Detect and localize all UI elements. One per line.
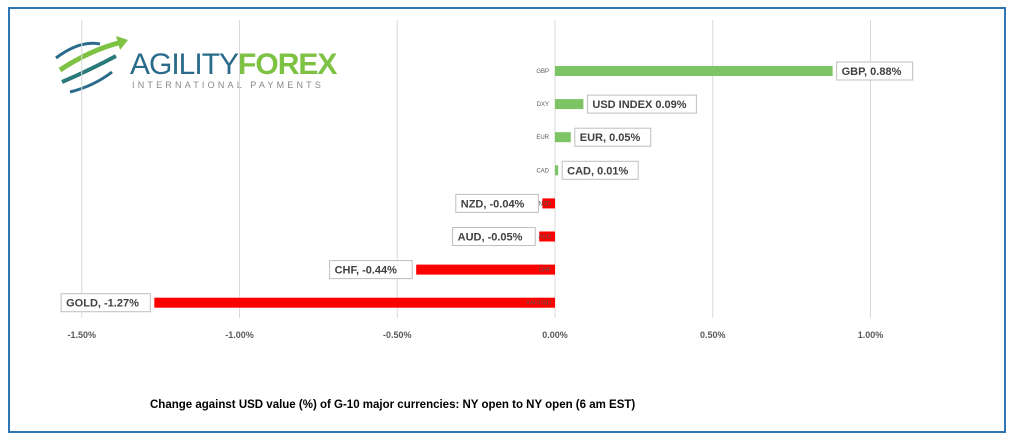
data-label-box [586,94,697,114]
x-tick-label: 0.00% [542,330,568,340]
bar [154,297,555,308]
x-tick-label: -0.50% [383,330,412,340]
chart-frame [8,7,1006,433]
data-label-box [574,127,652,147]
x-tick-label: 0.50% [700,330,726,340]
bar [555,132,571,143]
data-label: CAD, 0.01% [567,165,628,177]
bar [542,198,555,209]
data-label: USD INDEX 0.09% [592,99,686,111]
bar [555,66,833,76]
x-tick-label: -1.00% [225,330,254,340]
data-label: AUD, -0.05% [458,232,523,244]
bar [539,231,555,242]
category-label: NZD [539,201,552,207]
category-label: AUD [538,235,551,241]
category-label: EUR [536,135,549,141]
x-tick-label: -1.50% [67,330,96,340]
data-label-box [561,160,639,180]
category-label: GBP [536,69,549,75]
data-label-box [455,193,539,213]
agility-forex-logo: AGILITYFOREX INTERNATIONAL PAYMENTS [50,30,337,100]
logo-word-1: AGILITY [130,48,239,81]
data-label: NZD, -0.04% [461,198,525,210]
category-label: DXY [537,102,549,108]
data-label: CHF, -0.44% [335,265,398,277]
bar [416,264,555,275]
category-label: XAUUSD [526,301,552,307]
data-label-box [452,227,536,246]
bar [555,99,584,110]
category-label: CAD [536,168,549,174]
logo-tagline: INTERNATIONAL PAYMENTS [132,80,325,90]
data-label-box [60,293,151,313]
category-label: CHF [539,268,552,274]
data-label-box [836,61,914,81]
data-label: GBP, 0.88% [842,66,902,78]
logo-word-2: FOREX [238,48,337,81]
data-label-box [329,260,413,280]
globe-arrow-icon [55,36,128,94]
data-label: EUR, 0.05% [580,132,641,144]
data-label: GOLD, -1.27% [66,298,139,310]
bar [555,165,559,176]
chart-caption: Change against USD value (%) of G-10 maj… [150,399,636,411]
x-tick-label: 1.00% [858,330,884,340]
